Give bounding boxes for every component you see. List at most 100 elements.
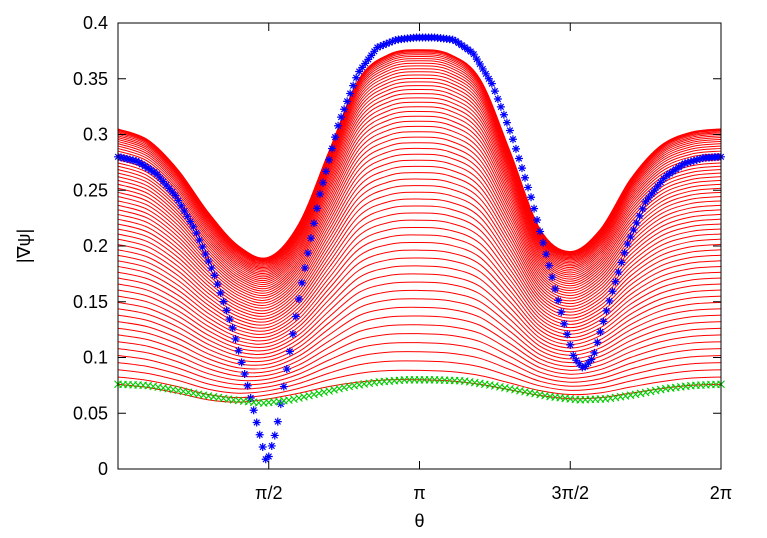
blue-asterisk-point (141, 162, 150, 171)
family-curve (117, 185, 722, 317)
family-curve (117, 93, 722, 278)
blue-asterisk-point (129, 156, 138, 165)
family-curve (117, 65, 722, 266)
family-curve (117, 110, 722, 286)
blue-asterisk-point (204, 257, 213, 266)
green-x-point (506, 384, 514, 393)
blue-asterisk-point (659, 174, 668, 183)
blue-asterisk-point (454, 39, 463, 48)
blue-asterisk-point (530, 204, 539, 213)
blue-asterisk-point (689, 156, 698, 165)
green-x-point (511, 385, 519, 394)
blue-asterisk-point (448, 35, 457, 44)
family-curve (117, 120, 722, 290)
blue-asterisk-point (240, 370, 249, 379)
green-x-point (335, 384, 343, 393)
blue-asterisk-point (294, 294, 303, 303)
family-curve (117, 315, 722, 374)
blue-asterisk-point (168, 187, 177, 196)
blue-asterisk-point (578, 363, 587, 372)
blue-asterisk-point (177, 201, 186, 210)
blue-asterisk-point (677, 161, 686, 170)
blue-asterisk-point (231, 334, 240, 343)
blue-asterisk-point (316, 190, 325, 199)
y-tick-label: 0.25 (73, 180, 108, 200)
blue-asterisk-point (237, 358, 246, 367)
family-curve (117, 131, 722, 294)
family-curve (117, 257, 722, 349)
blue-asterisk-point (337, 113, 346, 122)
blue-asterisk-point (475, 60, 484, 69)
blue-asterisk-point (319, 178, 328, 187)
y-tick-label: 0.35 (73, 69, 108, 89)
family-curve (117, 172, 722, 312)
blue-asterisk-point (162, 180, 171, 189)
family-curve (117, 298, 722, 366)
blue-asterisk-point (593, 338, 602, 347)
blue-asterisk-point (297, 278, 306, 287)
blue-asterisk-point (325, 155, 334, 164)
blue-asterisk-point (288, 330, 297, 339)
blue-asterisk-point (180, 207, 189, 216)
blue-asterisk-point (499, 110, 508, 119)
blue-asterisk-point (138, 160, 147, 169)
green-x-point (325, 387, 333, 395)
blue-asterisk-point (587, 355, 596, 364)
blue-asterisk-point (656, 178, 665, 187)
family-curve (117, 191, 722, 320)
blue-asterisk-point (322, 167, 331, 176)
green-x-point (330, 385, 338, 394)
y-tick-label: 0.05 (73, 403, 108, 423)
blue-asterisk-point (246, 393, 255, 402)
blue-asterisk-point (641, 197, 650, 206)
green-x-point (656, 385, 665, 394)
blue-asterisk-point (270, 431, 279, 440)
green-x-point (501, 383, 509, 392)
blue-asterisk-point (186, 217, 195, 226)
blue-asterisk-point (575, 359, 584, 368)
green-x-point (289, 395, 298, 404)
green-x-point (179, 387, 188, 396)
family-curve (117, 273, 722, 356)
blue-asterisk-point (557, 308, 566, 317)
blue-asterisk-point (382, 39, 391, 48)
family-curve (117, 324, 722, 378)
blue-asterisk-point (352, 73, 361, 82)
family-curve (117, 115, 722, 288)
green-x-point (521, 387, 529, 396)
y-tick-label: 0.1 (83, 348, 108, 368)
blue-asterisk-point (551, 284, 560, 293)
blue-asterisk-point (309, 219, 318, 228)
blue-asterisk-point (614, 268, 623, 277)
blue-asterisk-point (502, 118, 511, 127)
blue-asterisk-point (686, 157, 695, 166)
blue-asterisk-point (496, 102, 505, 111)
blue-asterisk-point (183, 212, 192, 221)
family-curve (117, 142, 722, 299)
blue-asterisk-point (334, 121, 343, 130)
blue-asterisk-point (249, 406, 258, 415)
blue-asterisk-point (355, 67, 364, 76)
blue-asterisk-point (662, 171, 671, 180)
blue-asterisk-point (346, 89, 355, 98)
blue-asterisk-point (463, 45, 472, 54)
blue-asterisk-point (508, 135, 517, 144)
blue-asterisk-point (279, 382, 288, 391)
green-x-point (320, 388, 328, 397)
blue-asterisk-point (511, 144, 520, 153)
blue-asterisk-point (388, 37, 397, 46)
family-curve (117, 249, 722, 345)
family-curve (117, 125, 722, 292)
family-curve (117, 60, 722, 264)
blue-asterisk-point (358, 63, 367, 72)
blue-asterisk-point (617, 258, 626, 267)
blue-asterisk-point (189, 222, 198, 231)
blue-asterisk-point (126, 155, 135, 164)
blue-asterisk-point (258, 443, 267, 452)
blue-asterisk-point (234, 346, 243, 355)
blue-asterisk-point (478, 64, 487, 73)
family-curve (117, 136, 722, 297)
x-tick-label: π/2 (255, 483, 282, 503)
blue-asterisk-point (490, 87, 499, 96)
family-curve (117, 147, 722, 301)
